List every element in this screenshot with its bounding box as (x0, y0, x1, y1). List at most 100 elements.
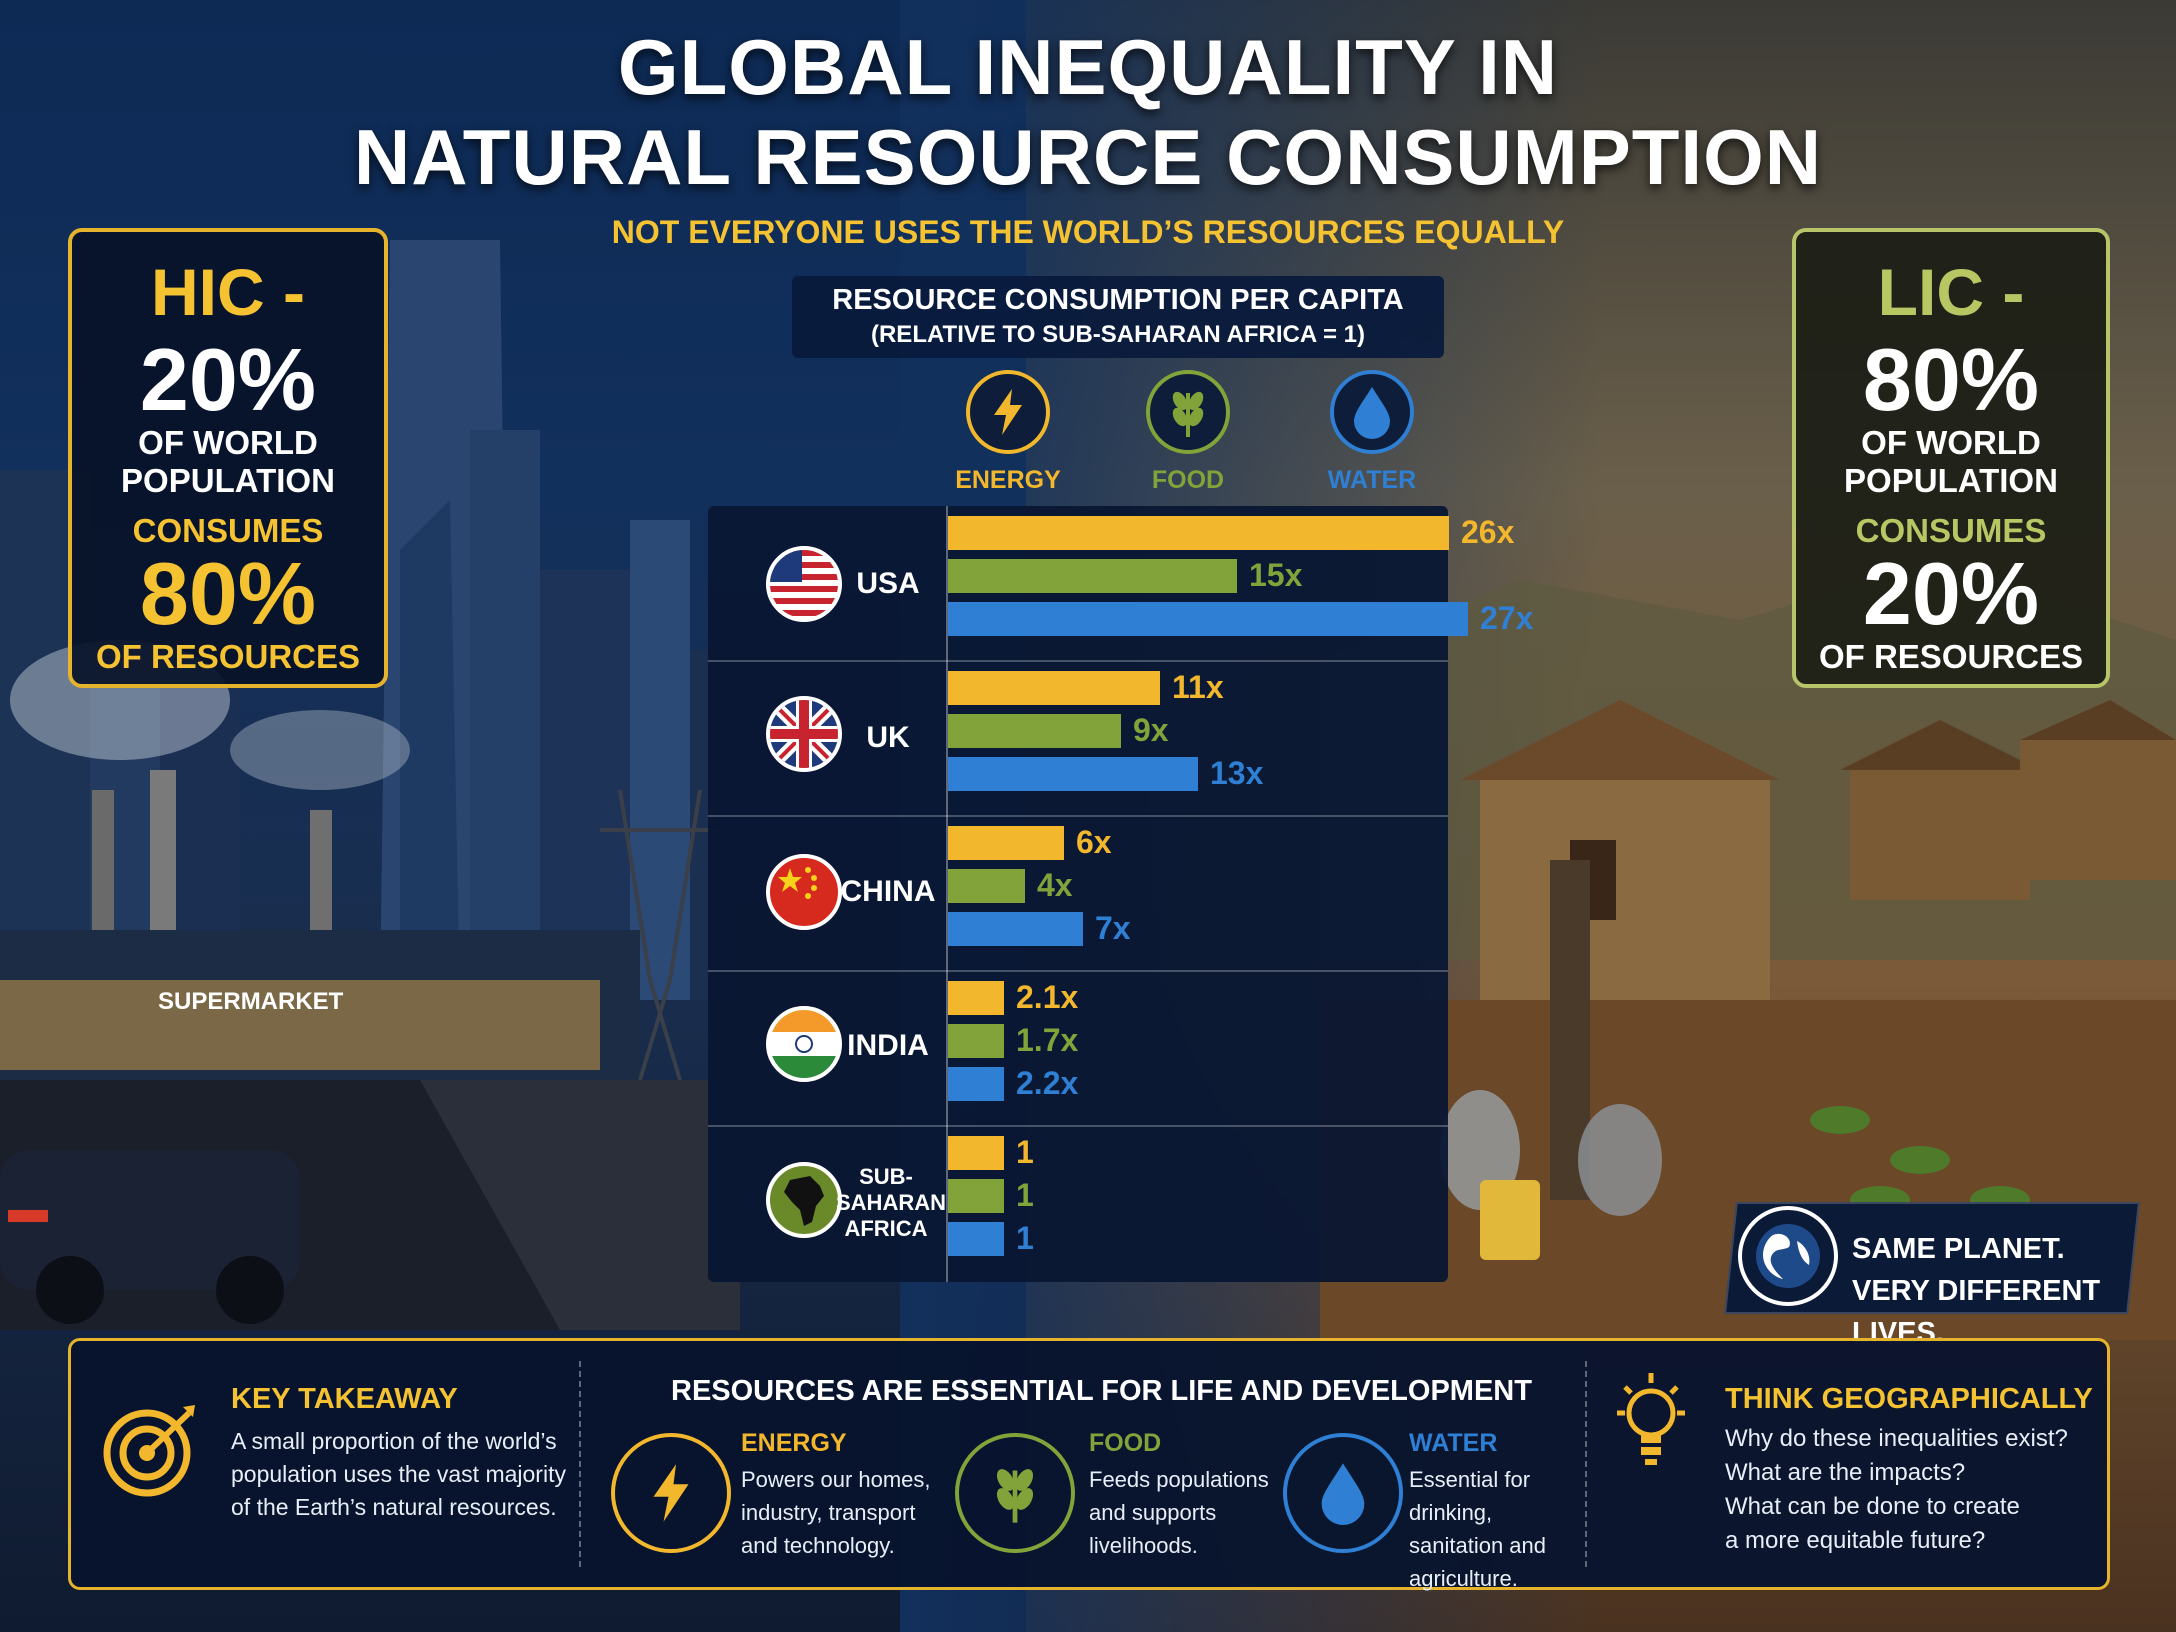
water-heading: WATER (1409, 1429, 1498, 1457)
lic-population-label: POPULATION (1844, 462, 2058, 499)
china-flag-icon (766, 854, 842, 930)
lic-resources-pct: 20% (1862, 544, 2040, 643)
bar-usa-water (948, 602, 1468, 636)
water-drop-icon (1283, 1433, 1403, 1553)
value-label-india-energy: 2.1x (1016, 979, 1079, 1015)
bar-india-food (948, 1024, 1004, 1058)
energy-text: Powers our homes, industry, transport an… (741, 1467, 931, 1558)
legend-energy: ENERGY (938, 370, 1078, 495)
value-label-sub-saharan-africa-food: 1 (1016, 1177, 1034, 1213)
globe-icon (1738, 1206, 1838, 1306)
bar-china-energy (948, 826, 1064, 860)
value-label-usa-food: 15x (1249, 557, 1303, 593)
bar-sub-saharan-africa-water (948, 1222, 1004, 1256)
wheat-icon (1146, 370, 1230, 454)
section-divider (579, 1361, 583, 1567)
bar-uk-energy (948, 671, 1160, 705)
legend-water-label: WATER (1327, 466, 1417, 494)
value-label-china-energy: 6x (1076, 824, 1112, 860)
value-label-china-food: 4x (1037, 867, 1073, 903)
chart-title: RESOURCE CONSUMPTION PER CAPITA (832, 284, 1404, 316)
think-question-3: What can be done to create (1725, 1493, 2020, 1520)
bar-uk-water (948, 757, 1198, 791)
value-label-sub-saharan-africa-energy: 1 (1016, 1134, 1034, 1170)
value-label-uk-water: 13x (1210, 755, 1264, 791)
country-label-usa: USA (856, 567, 920, 600)
chart-subtitle: (RELATIVE TO SUB-SAHARAN AFRICA = 1) (870, 321, 1365, 348)
value-label-china-water: 7x (1095, 910, 1131, 946)
chart-header: RESOURCE CONSUMPTION PER CAPITA (RELATIV… (792, 276, 1444, 358)
bottom-info-panel: KEY TAKEAWAY A small proportion of the w… (68, 1338, 2110, 1591)
bar-china-food (948, 869, 1025, 903)
lic-of-resources: OF RESOURCES (1818, 638, 2084, 675)
water-drop-icon (1330, 370, 1414, 454)
india-flag-icon (766, 1006, 842, 1082)
food-text: Feeds populations and supports livelihoo… (1089, 1467, 1269, 1558)
hic-of-world: OF WORLD (138, 424, 318, 461)
legend-food-label: FOOD (1151, 466, 1225, 494)
bar-uk-food (948, 714, 1121, 748)
energy-heading: ENERGY (741, 1429, 847, 1457)
key-takeaway-text: A small proportion of the world’s popula… (231, 1428, 566, 1520)
lightbulb-icon (1611, 1369, 1691, 1479)
badge-text: SAME PLANET. VERY DIFFERENT LIVES. (1852, 1228, 2176, 1354)
hic-consumes: CONSUMES (132, 512, 324, 549)
water-text: Essential for drinking, sanitation and a… (1409, 1467, 1546, 1591)
think-question-4: a more equitable future? (1725, 1527, 1986, 1554)
lightning-icon (966, 370, 1050, 454)
bar-sub-saharan-africa-energy (948, 1136, 1004, 1170)
resources-title: RESOURCES ARE ESSENTIAL FOR LIFE AND DEV… (671, 1375, 1532, 1407)
value-label-india-water: 2.2x (1016, 1065, 1079, 1101)
lic-of-world: OF WORLD (1861, 424, 2041, 461)
think-geographically-title: THINK GEOGRAPHICALLY (1725, 1383, 2093, 1415)
bar-india-energy (948, 981, 1004, 1015)
bar-india-water (948, 1067, 1004, 1101)
lic-stat-box: LIC - 80% OF WORLD POPULATION CONSUMES 2… (1792, 228, 2110, 688)
country-label-china: CHINA (840, 875, 936, 908)
value-label-sub-saharan-africa-water: 1 (1016, 1220, 1034, 1256)
hic-stat-box: HIC - 20% OF WORLD POPULATION CONSUMES 8… (68, 228, 388, 688)
food-wheat-icon (955, 1433, 1075, 1553)
section-divider (1585, 1361, 1589, 1567)
row-divider (708, 660, 1448, 662)
legend-water: WATER (1302, 370, 1442, 495)
uk-flag-icon (766, 696, 842, 772)
legend-food: FOOD (1118, 370, 1258, 495)
hic-population-pct: 20% (139, 330, 317, 429)
page-subtitle: NOT EVERYONE USES THE WORLD’S RESOURCES … (611, 214, 1565, 250)
row-divider (708, 970, 1448, 972)
legend-energy-label: ENERGY (955, 466, 1061, 494)
africa-map-icon (766, 1162, 842, 1238)
hic-resources-pct: 80% (139, 544, 317, 643)
food-heading: FOOD (1089, 1429, 1162, 1457)
target-icon (99, 1401, 199, 1501)
bar-sub-saharan-africa-food (948, 1179, 1004, 1213)
country-label-india: INDIA (847, 1029, 929, 1062)
value-label-uk-energy: 11x (1172, 669, 1224, 705)
lic-population-pct: 80% (1862, 330, 2040, 429)
chart-axis-line (946, 506, 948, 1282)
value-label-usa-energy: 26x (1461, 514, 1515, 550)
think-question-2: What are the impacts? (1725, 1459, 1966, 1486)
country-label-uk: UK (866, 721, 910, 754)
value-label-usa-water: 27x (1480, 600, 1534, 636)
key-takeaway-title: KEY TAKEAWAY (231, 1383, 458, 1415)
energy-lightning-icon (611, 1433, 731, 1553)
bar-china-water (948, 912, 1083, 946)
value-label-uk-food: 9x (1133, 712, 1169, 748)
supermarket-sign: SUPERMARKET (158, 988, 344, 1015)
value-label-india-food: 1.7x (1016, 1022, 1079, 1058)
row-divider (708, 1125, 1448, 1127)
country-label-ssa: SUB-SAHARAN AFRICA (836, 1164, 946, 1241)
badge-line1: SAME PLANET. (1852, 1233, 2065, 1265)
page-title-line1: GLOBAL INEQUALITY IN (617, 23, 1559, 111)
bar-usa-energy (948, 516, 1449, 550)
lic-heading: LIC - (1877, 255, 2025, 329)
hic-heading: HIC - (151, 255, 305, 329)
usa-flag-icon (766, 546, 842, 622)
think-question-1: Why do these inequalities exist? (1725, 1425, 2068, 1452)
hic-population-label: POPULATION (121, 462, 335, 499)
page-title-line2: NATURAL RESOURCE CONSUMPTION (353, 113, 1823, 201)
hic-of-resources: OF RESOURCES (95, 638, 361, 675)
row-divider (708, 815, 1448, 817)
